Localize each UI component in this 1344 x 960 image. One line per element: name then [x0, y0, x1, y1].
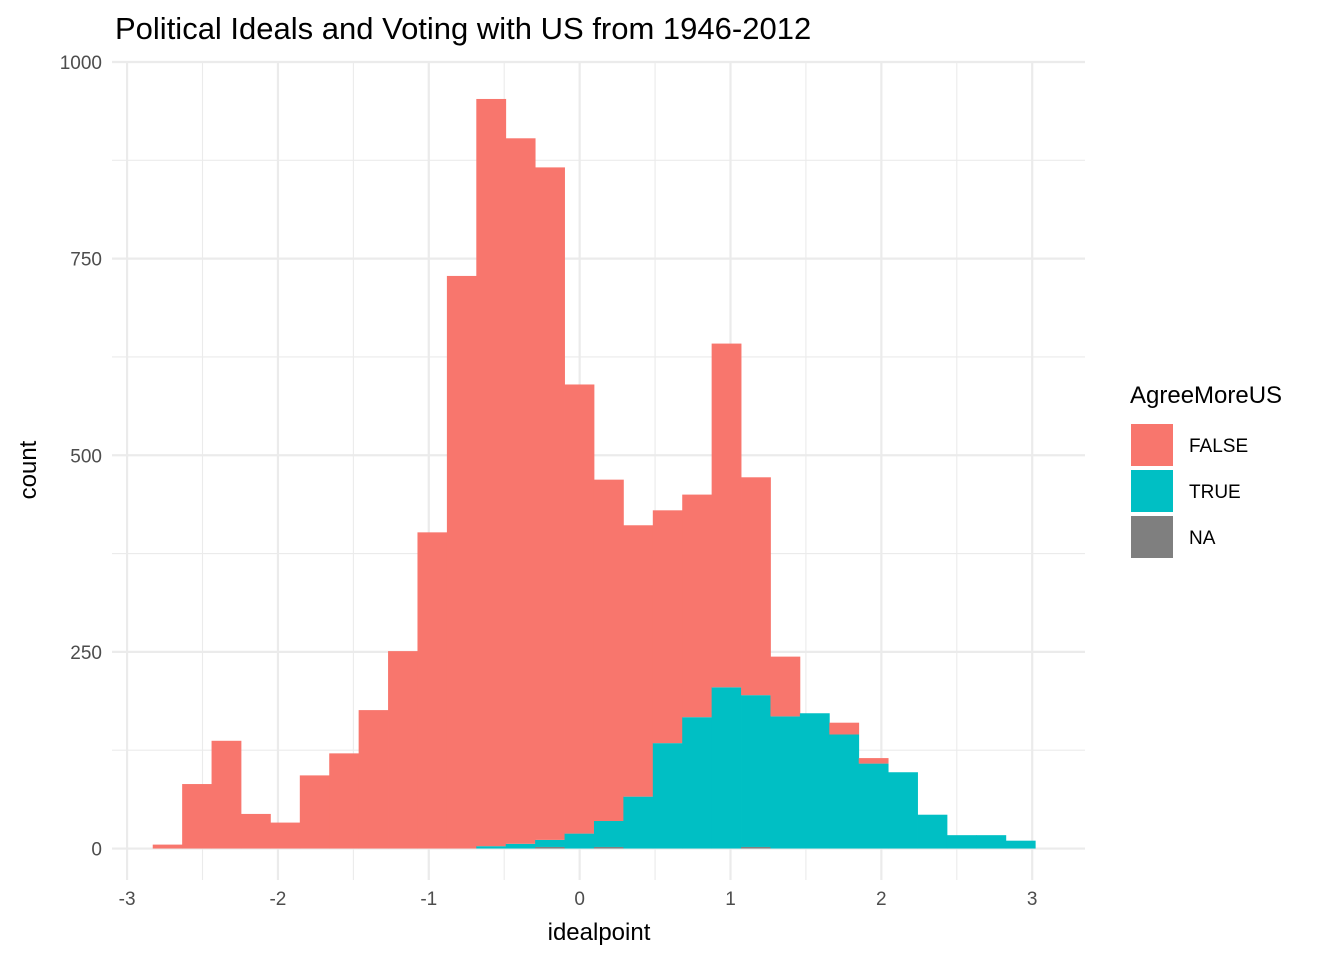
legend-label-true: TRUE — [1189, 482, 1241, 503]
bar-na — [593, 846, 624, 849]
y-tick-label: 750 — [70, 250, 102, 271]
y-tick-label: 250 — [70, 643, 102, 664]
y-axis-tick-labels: 0 250 500 750 1000 — [60, 53, 102, 861]
bar-true — [476, 846, 507, 849]
legend-label-false: FALSE — [1189, 436, 1248, 457]
bar-false — [505, 138, 536, 844]
bar-true — [829, 734, 860, 849]
bar-false — [388, 651, 418, 849]
bar-false — [535, 167, 565, 840]
x-tick-label: 0 — [574, 889, 585, 910]
bar-false — [858, 758, 889, 764]
bar-true — [535, 839, 565, 847]
bar-false — [682, 494, 713, 718]
bar-false — [446, 275, 477, 849]
y-tick-label: 500 — [70, 446, 102, 467]
bar-false — [652, 510, 683, 744]
bar-false — [593, 479, 624, 822]
bar-false — [417, 532, 448, 849]
x-tick-label: -3 — [119, 889, 136, 910]
bar-true — [593, 821, 624, 847]
chart-title: Political Ideals and Voting with US from… — [115, 11, 811, 46]
legend: AgreeMoreUS FALSE TRUE NA — [1130, 382, 1282, 558]
bar-true — [770, 716, 801, 849]
legend-key-false — [1131, 424, 1173, 466]
bar-false — [299, 775, 330, 849]
bar-na — [535, 846, 565, 849]
y-tick-label: 0 — [91, 840, 102, 861]
bar-false — [770, 656, 801, 717]
x-tick-label: 1 — [725, 889, 736, 910]
x-tick-label: -1 — [420, 889, 437, 910]
bar-true — [858, 763, 889, 849]
y-tick-label: 1000 — [60, 53, 102, 74]
x-tick-label: 3 — [1027, 889, 1038, 910]
bar-false — [329, 753, 360, 849]
bar-na — [741, 846, 771, 849]
bar-false — [211, 740, 242, 849]
y-axis-title: count — [15, 440, 42, 499]
bar-false — [623, 525, 654, 797]
bar-false — [564, 384, 595, 834]
x-axis-title: idealpoint — [548, 919, 651, 946]
bar-false — [741, 477, 771, 696]
bar-false — [829, 722, 860, 735]
bar-true — [505, 843, 536, 849]
bar-false — [152, 844, 183, 849]
x-tick-label: 2 — [876, 889, 887, 910]
legend-key-na — [1131, 516, 1173, 558]
bar-true — [741, 695, 771, 847]
bar-false — [476, 98, 507, 847]
x-tick-label: -2 — [269, 889, 286, 910]
bar-false — [358, 710, 389, 849]
bar-true — [623, 796, 654, 849]
x-axis-tick-labels: -3 -2 -1 0 1 2 3 — [119, 889, 1038, 910]
bar-false — [270, 822, 301, 849]
legend-key-true — [1131, 470, 1173, 512]
legend-label-na: NA — [1189, 528, 1216, 549]
bar-true — [976, 835, 1007, 849]
bar-true — [888, 772, 918, 849]
legend-title: AgreeMoreUS — [1130, 382, 1282, 409]
histogram-bars — [152, 98, 1036, 849]
bar-false — [240, 813, 271, 849]
bar-true — [564, 833, 595, 849]
bar-true — [946, 835, 977, 849]
bar-true — [682, 717, 713, 849]
bar-true — [711, 687, 742, 849]
bar-true — [1005, 840, 1036, 849]
bar-true — [917, 814, 948, 849]
bar-true — [799, 713, 830, 849]
bar-false — [182, 784, 212, 849]
bar-true — [652, 743, 683, 849]
bar-false — [711, 343, 742, 688]
